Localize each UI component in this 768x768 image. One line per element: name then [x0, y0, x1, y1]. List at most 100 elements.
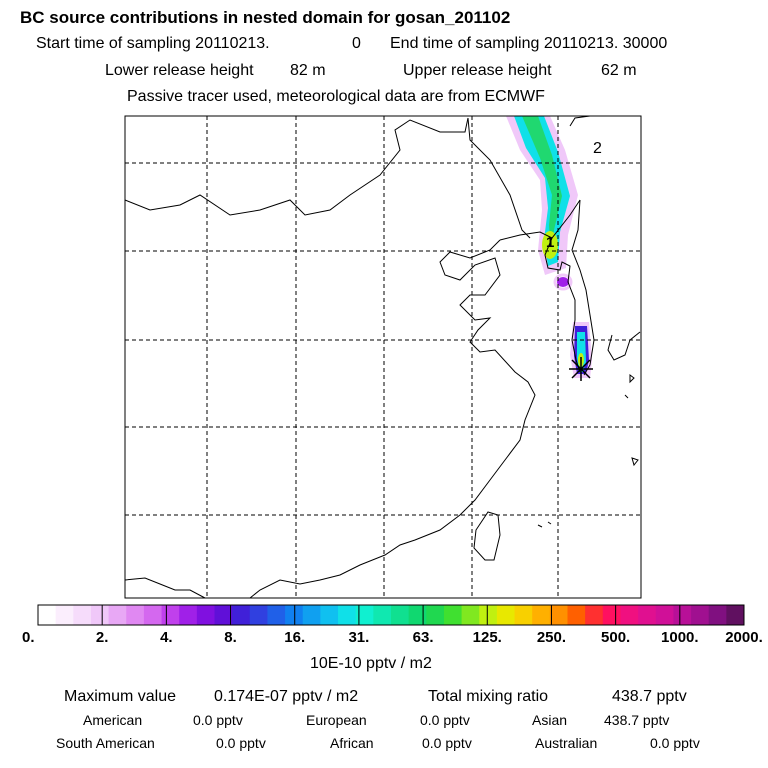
colorbar-cell: [302, 605, 321, 625]
map-frame: [124, 115, 642, 599]
colorbar-cell: [391, 605, 410, 625]
colorbar-cell: [179, 605, 198, 625]
start-time-value: 0: [352, 35, 361, 52]
border-russia-ne: [467, 117, 531, 239]
colorbar-cell: [214, 605, 233, 625]
start-time-label: Start time of sampling 20110213.: [36, 35, 270, 52]
colorbar-cell: [602, 605, 621, 625]
region-american-value: 0.0 pptv: [193, 712, 243, 728]
region-asian-value: 438.7 pptv: [604, 712, 670, 728]
plume-north-mid: [514, 116, 570, 266]
region-european-name: European: [306, 712, 367, 728]
colorbar-cell: [532, 605, 551, 625]
coast-china: [249, 239, 536, 599]
colorbar-cell: [461, 605, 480, 625]
colorbar-cell: [655, 605, 674, 625]
colorbar-tick-label: 2.: [95, 629, 109, 646]
upper-release-value: 62 m: [601, 62, 637, 79]
colorbar-cell: [161, 605, 180, 625]
colorbar-cell: [355, 605, 374, 625]
small-islands-south: [537, 521, 552, 528]
colorbar-cell: [691, 605, 710, 625]
colorbar-cell: [143, 605, 162, 625]
colorbar-unit: 10E-10 pptv / m2: [310, 655, 432, 672]
colorbar-cell: [585, 605, 604, 625]
colorbar-cell: [620, 605, 639, 625]
tracer-note: Passive tracer used, meteorological data…: [127, 88, 545, 105]
total-mixing-value: 438.7 pptv: [612, 688, 687, 705]
colorbar-tick-label: 0.: [22, 629, 35, 646]
colorbar-tick-label: 250.: [536, 629, 567, 646]
colorbar-cell: [232, 605, 251, 625]
map-title: BC source contributions in nested domain…: [20, 8, 511, 27]
coast-japan-kyushu: [607, 331, 641, 361]
max-value-label: Maximum value: [64, 688, 177, 705]
colorbar-cell: [55, 605, 74, 625]
colorbar-cell: [673, 605, 692, 625]
colorbar-tick-label: 8.: [224, 629, 237, 646]
japan-islands: [624, 374, 639, 467]
colorbar-cell: [567, 605, 586, 625]
colorbar-cell: [90, 605, 109, 625]
colorbar-cell: [196, 605, 215, 625]
receptor-star-icon: [569, 357, 593, 381]
colorbar-cell: [638, 605, 657, 625]
plume-west-korea-blob: [557, 277, 569, 287]
region-south-american-name: South American: [56, 735, 155, 751]
colorbar-cell: [285, 605, 304, 625]
colorbar-cell: [426, 605, 445, 625]
colorbar-cell: [549, 605, 568, 625]
colorbar-tick-label: 500.: [601, 629, 631, 646]
colorbar-tick-label: 2000.: [725, 629, 763, 646]
region-asian-name: Asian: [532, 712, 568, 728]
colorbar-cell: [514, 605, 533, 625]
colorbar: [38, 605, 745, 625]
colorbar-tick-label: 125.: [472, 629, 502, 646]
region-south-american-value: 0.0 pptv: [216, 735, 266, 751]
colorbar-tick-label: 31.: [348, 629, 370, 646]
end-time-label: End time of sampling 20110213. 30000: [390, 35, 668, 52]
region-american-name: American: [83, 712, 143, 728]
region-african-value: 0.0 pptv: [422, 735, 472, 751]
colorbar-cell: [267, 605, 286, 625]
grid-layer: [125, 116, 641, 598]
colorbar-tick-label: 63.: [412, 629, 434, 646]
border-korea-china: [499, 199, 581, 241]
korea-sea-coast: [569, 115, 591, 127]
colorbar-cell: [38, 605, 57, 625]
upper-release-label: Upper release height: [403, 62, 552, 79]
region-european-value: 0.0 pptv: [420, 712, 470, 728]
colorbar-cell: [496, 605, 515, 625]
total-mixing-label: Total mixing ratio: [428, 688, 549, 705]
border-mongolia: [124, 117, 469, 216]
plume-north-core: [522, 116, 562, 255]
colorbar-cell: [373, 605, 392, 625]
plume-west-korea-halo: [553, 273, 573, 291]
vietnam-border: [124, 577, 206, 599]
colorbar-cell: [108, 605, 127, 625]
lower-release-value: 82 m: [290, 62, 326, 79]
colorbar-cell: [408, 605, 427, 625]
region-australian-name: Australian: [535, 735, 598, 751]
region-australian-value: 0.0 pptv: [650, 735, 700, 751]
lower-release-label: Lower release height: [105, 62, 254, 79]
max-value: 0.174E-07 pptv / m2: [214, 688, 359, 705]
colorbar-cell: [320, 605, 339, 625]
colorbar-cell: [479, 605, 498, 625]
colorbar-tick-label: 4.: [160, 629, 173, 646]
colorbar-cell: [443, 605, 462, 625]
colorbar-cell: [126, 605, 145, 625]
colorbar-cell: [249, 605, 268, 625]
source-label-2: 2: [593, 140, 602, 157]
region-african-name: African: [330, 735, 374, 751]
taiwan: [473, 511, 501, 561]
colorbar-ticks: [37, 605, 745, 625]
coastline-layer: [124, 115, 641, 599]
source-label-1: 1: [546, 234, 554, 251]
colorbar-cell: [73, 605, 92, 625]
coast-korea-west: [544, 237, 581, 373]
colorbar-cell: [338, 605, 357, 625]
coast-korea-east: [571, 199, 595, 376]
colorbar-tick-label: 16.: [284, 629, 306, 646]
